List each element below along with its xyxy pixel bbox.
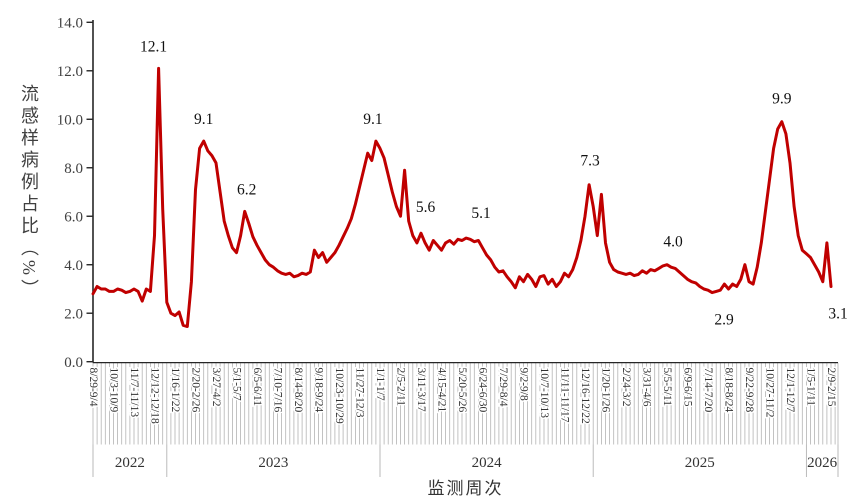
data-label: 12.1 [140,38,167,55]
x-tick-label: 3/11-3/17 [415,368,427,413]
x-tick-label: 6/9-6/15 [682,368,694,407]
data-label: 7.3 [580,153,600,170]
data-label: 3.1 [828,306,847,323]
x-tick-label: 7/14-7/20 [702,368,714,413]
x-tick-label: 3/31-4/6 [641,368,653,407]
x-tick-label: 9/18-9/24 [313,368,325,413]
x-axis-title: 监测周次 [427,479,504,498]
x-tick-label: 5/5-5/11 [661,368,673,407]
y-tick-label: 8.0 [64,161,83,177]
data-labels: 12.1 9.1 6.2 9.1 5.6 5.1 7.3 4.0 2.9 9.9 3.1 [140,38,848,328]
x-tick-label: 12/1-12/7 [784,368,796,413]
x-tick-label: 8/29-9/4 [87,368,99,407]
y-tick-label: 2.0 [64,306,83,322]
x-tick-label: 10/23-10/29 [333,368,345,424]
y-tick-label: 0.0 [64,355,83,371]
x-tick-label: 12/12-12/18 [149,368,161,424]
y-axis-ticks: 0.0 2.0 4.0 6.0 8.0 10.0 12.0 14.0 [57,15,93,371]
y-tick-label: 14.0 [57,15,83,31]
x-tick-label: 12/16-12/22 [579,368,591,424]
x-tick-label: 9/2-9/8 [518,368,530,401]
x-tick-label: 10/3-10/9 [108,368,120,413]
data-label: 9.1 [363,111,382,128]
x-tick-label: 8/18-8/24 [723,368,735,413]
x-tick-label: 1/1-1/7 [374,368,386,401]
y-tick-label: 6.0 [64,209,83,225]
x-tick-label: 7/29-8/4 [497,368,509,407]
x-tick-label: 4/15-4/21 [436,368,448,413]
x-tick-label: 2/20-2/26 [190,368,202,413]
x-tick-label: 1/5-1/11 [805,368,817,407]
data-label: 5.6 [416,199,436,216]
year-label: 2026 [807,455,838,471]
data-label: 2.9 [714,312,734,329]
y-tick-label: 12.0 [57,64,83,80]
x-tick-label: 10/7-10/13 [538,368,550,419]
x-tick-label: 8/14-8/20 [292,368,304,413]
x-week-labels: 8/29-9/4 10/3-10/9 11/7-11/13 12/12-12/18 1/… [86,366,839,425]
x-tick-label: 11/7-11/13 [128,368,140,418]
x-tick-label: 1/20-1/26 [600,368,612,413]
y-axis-title: 流感样病例占比（%） [19,84,39,301]
data-label: 4.0 [663,234,683,251]
y-tick-label: 10.0 [57,112,83,128]
x-tick-label: 9/22-9/28 [743,368,755,413]
x-tick-label: 2/9-2/15 [825,368,837,407]
x-tick-label: 2/5-2/11 [395,368,407,407]
year-label: 2022 [115,455,145,471]
x-tick-label: 11/27-12/3 [354,368,366,418]
data-label: 9.1 [194,111,213,128]
x-week-ticks [92,362,839,445]
data-label: 6.2 [237,181,256,198]
x-tick-label: 6/5-6/11 [251,368,263,407]
x-tick-label: 6/24-6/30 [477,368,489,413]
data-label: 5.1 [471,205,490,222]
x-tick-label: 10/27-11/2 [764,368,776,418]
year-label: 2025 [685,455,715,471]
year-label: 2023 [258,455,288,471]
data-label: 9.9 [772,91,792,108]
x-tick-label: 5/20-5/26 [456,368,468,413]
year-label: 2024 [472,455,503,471]
x-year-band: 2022 2023 2024 2025 2026 [92,444,839,477]
x-tick-label: 11/11-11/17 [559,368,571,423]
x-tick-label: 3/27-4/2 [210,368,222,407]
x-tick-label: 5/1-5/7 [231,368,243,401]
x-tick-label: 1/16-1/22 [169,368,181,413]
ili-rate-line [91,66,833,328]
axes [92,20,838,364]
x-tick-label: 2/24-3/2 [620,368,632,407]
x-tick-label: 7/10-7/16 [272,368,284,413]
y-tick-label: 4.0 [64,258,83,274]
